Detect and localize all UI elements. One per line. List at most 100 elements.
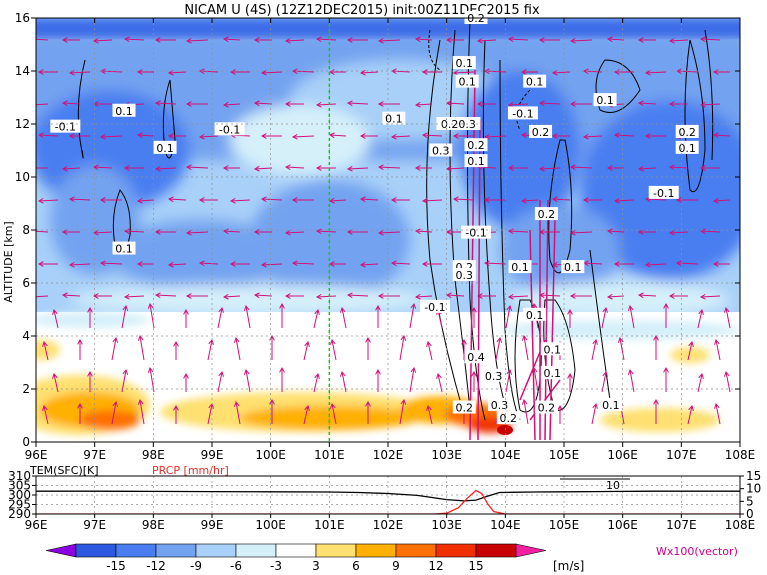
wind-arrow-head: [185, 164, 192, 171]
wind-arrow: [207, 339, 213, 361]
wind-arrow-head: [185, 101, 192, 107]
prcp-tick-label: 10: [746, 482, 761, 496]
wind-arrow-head: [506, 368, 513, 375]
wind-arrow: [316, 38, 337, 41]
wind-arrow-head: [421, 197, 428, 204]
wind-arrow: [303, 341, 309, 361]
wind-arrow-head: [99, 197, 106, 203]
wind-arrow-head: [68, 133, 75, 139]
wind-arrow-head: [668, 164, 675, 171]
wind-arrow-head: [92, 164, 99, 171]
contour-label-bg: [436, 117, 481, 130]
wind-arrow-head: [551, 69, 558, 76]
wind-arrow: [137, 134, 155, 137]
wind-arrow-head: [346, 165, 353, 172]
wind-arrow-head: [436, 372, 442, 379]
wind-arrow: [360, 71, 379, 74]
wind-arrow-head: [92, 101, 99, 107]
wind-arrow: [100, 70, 123, 73]
wind-arrow: [285, 231, 305, 234]
wind-arrow: [645, 71, 667, 74]
wind-arrow: [508, 38, 529, 41]
colorbar-tick-label: -6: [230, 559, 242, 573]
wind-arrow-head: [582, 68, 589, 75]
wind-arrow: [313, 309, 319, 329]
wind-arrow-head: [346, 37, 353, 43]
contour-label-bg: [214, 122, 245, 136]
wind-arrow-head: [183, 372, 189, 379]
contour-label-bg: [508, 260, 532, 274]
wind-arrow-head: [627, 304, 634, 311]
wind-arrow: [303, 405, 309, 425]
wind-arrow-head: [37, 132, 44, 139]
wind-arrow: [629, 369, 635, 393]
wind-arrow-head: [253, 292, 260, 299]
colorbar-tick-label: -15: [106, 559, 126, 573]
wind-arrow: [700, 295, 721, 298]
wind-arrow-head: [173, 404, 179, 411]
contour-label-bg: [487, 397, 511, 411]
wind-arrow-head: [68, 196, 75, 203]
wind-arrow: [437, 309, 443, 329]
tem-tick-label: 310: [8, 469, 31, 483]
wind-arrow-head: [61, 229, 68, 235]
wind-arrow: [614, 134, 635, 137]
wind-arrow-head: [154, 37, 161, 43]
wind-arrow: [521, 199, 539, 202]
wind-arrow-head: [315, 228, 322, 235]
wind-arrow-head: [483, 133, 490, 140]
wind-arrow: [484, 262, 507, 265]
contour-label-bg: [464, 138, 488, 152]
wind-arrow: [235, 337, 241, 361]
wind-arrow-head: [52, 308, 58, 315]
wind-arrow-head: [37, 69, 44, 75]
contour-label: 0.4: [467, 351, 485, 364]
wind-arrow-head: [99, 260, 106, 267]
contour-label: -0.1: [424, 301, 445, 314]
wind-arrow: [495, 337, 501, 361]
y-tick-label: 10: [15, 170, 30, 184]
wind-arrow-head: [688, 340, 694, 347]
contour-label-bg: [452, 56, 476, 70]
wind-arrow: [292, 135, 315, 138]
wind-arrow: [415, 295, 433, 298]
wind-arrow: [43, 341, 49, 361]
wind-arrow: [453, 198, 475, 201]
wind-arrow: [217, 307, 223, 329]
wind-arrow-head: [42, 340, 48, 347]
wind-arrow-head: [154, 292, 161, 299]
wind-arrow: [223, 295, 241, 298]
prcp-label: PRCP [mm/hr]: [152, 464, 229, 477]
wind-arrow: [124, 38, 145, 41]
wind-arrow: [100, 135, 123, 138]
wind-arrow-head: [233, 400, 240, 407]
contour-label: 0.1: [511, 261, 529, 274]
wind-arrow-head: [531, 302, 538, 309]
wind-arrow-head: [637, 100, 644, 107]
wind-arrow-head: [724, 306, 730, 313]
wind-arrow: [583, 262, 603, 265]
wind-arrow: [700, 38, 721, 41]
wind-arrow: [446, 167, 465, 170]
wind-arrow-head: [569, 37, 576, 44]
wind-arrow-head: [147, 366, 154, 373]
contour-label-bg: [523, 307, 547, 321]
contour-label: -0.1: [512, 107, 533, 120]
contour-label-bg: [496, 411, 520, 425]
colorbar-box: [115, 543, 157, 558]
colorbar-tick-label: 6: [352, 559, 360, 573]
wind-arrow-head: [99, 133, 106, 140]
wind-arrow: [523, 399, 529, 425]
wind-arrow: [539, 102, 561, 105]
wind-arrow: [230, 199, 251, 202]
wind-arrow-head: [483, 260, 490, 267]
wind-arrow: [62, 167, 81, 170]
wind-arrow-head: [688, 404, 694, 411]
wind-arrow: [53, 309, 59, 329]
wind-arrow-head: [185, 229, 192, 236]
x-tick-label: 102E: [373, 448, 404, 462]
contour-label: 0.1: [456, 57, 474, 70]
colorbar-box: [315, 543, 357, 558]
wind-arrow: [607, 230, 625, 233]
